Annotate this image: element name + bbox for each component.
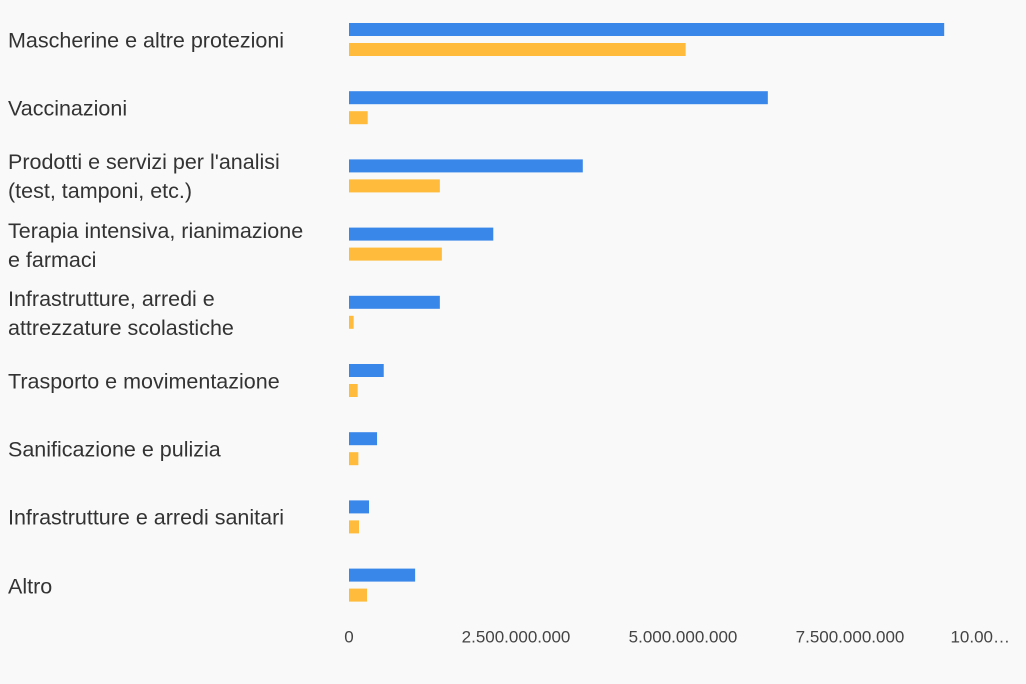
bar (349, 23, 945, 36)
category-label: Altro (8, 574, 53, 599)
x-tick-label: 10.00… (950, 627, 1010, 646)
category-label: Prodotti e servizi per l'analisi (test, … (8, 150, 280, 204)
bar (349, 520, 360, 534)
bar (349, 247, 442, 261)
x-tick-label: 2.500.000.000 (462, 627, 571, 646)
x-tick-label: 7.500.000.000 (796, 627, 905, 646)
bar (349, 500, 370, 514)
bar (349, 111, 368, 125)
bar (349, 227, 494, 241)
bar (349, 568, 416, 582)
bar (349, 159, 583, 173)
category-label: Terapia intensiva, rianimazione e farmac… (8, 218, 304, 272)
bar (349, 384, 358, 397)
x-tick-label: 5.000.000.000 (629, 627, 738, 646)
category-label: Mascherine e altre protezioni (8, 28, 285, 53)
category-label: Sanificazione e pulizia (8, 437, 221, 462)
bar (349, 179, 440, 193)
category-label: Infrastrutture, arredi e attrezzature sc… (8, 286, 234, 340)
bar (349, 588, 368, 602)
category-label: Infrastrutture e arredi sanitari (8, 505, 285, 530)
category-label: Trasporto e movimentazione (8, 369, 280, 394)
x-tick-label: 0 (344, 627, 353, 646)
category-label: Vaccinazioni (8, 96, 128, 121)
bar (349, 91, 768, 105)
bar (349, 364, 384, 377)
bar (349, 43, 686, 56)
bar (349, 452, 359, 466)
bar (349, 315, 354, 329)
bar (349, 295, 440, 309)
bar (349, 432, 378, 446)
